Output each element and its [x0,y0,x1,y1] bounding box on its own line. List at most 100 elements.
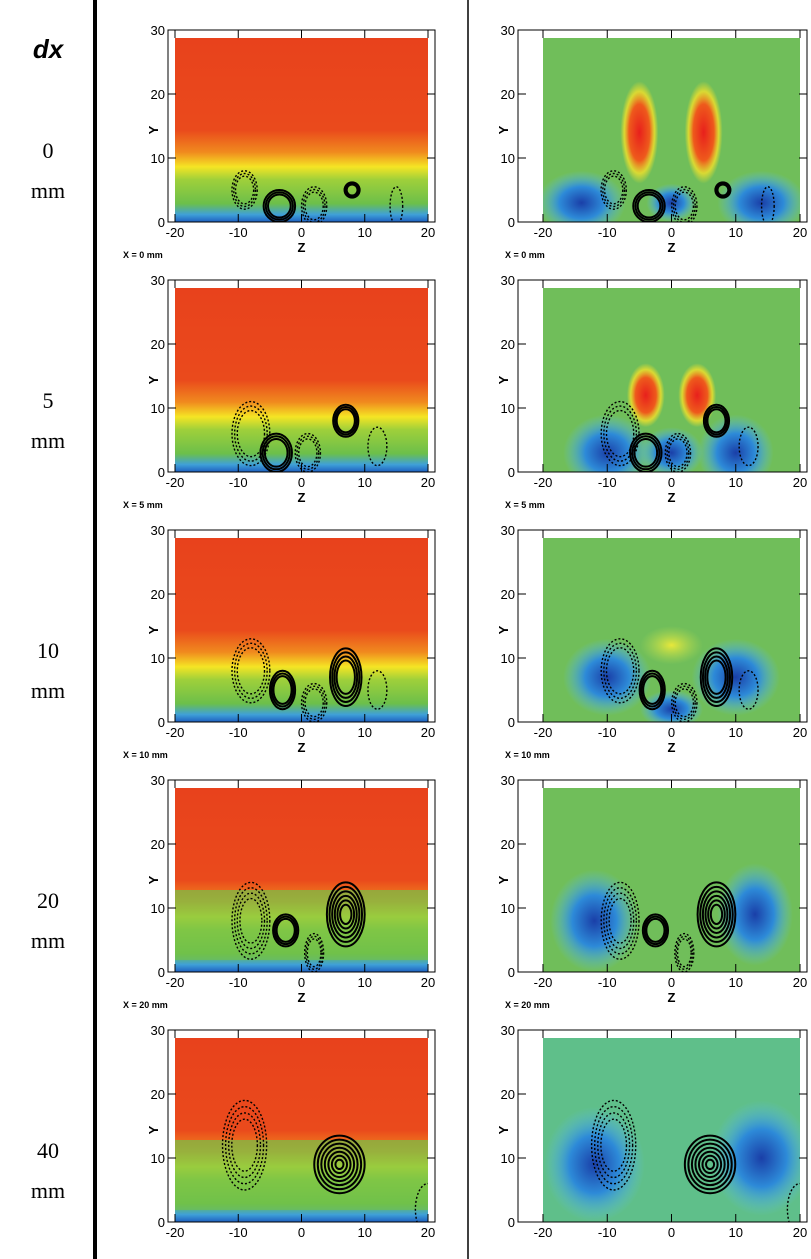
contour [334,1158,345,1171]
contour [706,408,727,434]
x-tick-label: -20 [166,725,185,740]
contour [296,435,320,471]
contour [632,189,666,222]
y-tick-label: 20 [151,87,165,102]
contour [275,917,296,943]
y-tick-label: 0 [508,965,515,980]
field-blob [620,81,659,184]
contour [629,432,663,472]
x-tick-label: 10 [729,725,743,740]
contour [236,647,266,695]
contour [325,881,366,948]
x-tick-label: -10 [598,1225,617,1240]
field [175,538,428,722]
contour [672,188,696,222]
row-unit: mm [31,1178,65,1203]
contour [273,915,298,946]
contour [699,647,734,707]
x-tick-label: 20 [793,225,807,240]
contour [272,913,300,948]
row-value: 20 [37,888,59,913]
y-axis-label: Y [146,875,161,884]
contour [668,438,688,468]
contour [671,682,698,722]
y-tick-label: 20 [151,837,165,852]
x-tick-label: 20 [421,1225,435,1240]
y-axis-label: Y [496,625,511,634]
y-tick-label: 0 [508,1215,515,1230]
axis-frame [517,1029,808,1223]
contour [603,405,638,462]
x-tick-label: 10 [358,725,372,740]
panel-note: X = 10 mm [505,750,550,760]
x-tick-label: -20 [534,225,553,240]
contour [600,1118,628,1172]
contour [233,405,268,462]
y-tick-label: 10 [501,1151,515,1166]
x-tick-label: -20 [534,975,553,990]
panel: 0 10 20 30 -20 -10 0 10 20 Y Z X = 10 mm [123,523,436,760]
contour [264,191,294,221]
contour [224,1105,265,1185]
y-axis-label: Y [496,125,511,134]
field-band [175,890,428,960]
contour [336,899,356,930]
y-axis-label: Y [146,1125,161,1134]
contour [694,1146,726,1183]
contour [333,894,358,934]
y-tick-label: 20 [151,587,165,602]
x-tick-label: 10 [358,475,372,490]
x-tick-label: 20 [421,975,435,990]
contour [316,1138,363,1191]
contour [344,182,360,198]
contour [714,181,732,199]
contour [367,670,388,710]
contour [642,675,663,705]
contour [367,426,388,467]
panel-note: X = 10 mm [123,750,168,760]
x-tick-label: 0 [298,975,305,990]
x-tick-label: -10 [229,225,248,240]
x-axis-label: Z [298,990,306,1005]
contour [631,435,661,471]
contour [641,913,670,948]
y-tick-label: 10 [501,901,515,916]
axis-frame [517,529,808,723]
panel-note: X = 0 mm [505,250,545,260]
y-tick-label: 10 [151,151,165,166]
contour [330,1154,349,1175]
contour [234,175,255,205]
field-band [175,1140,428,1210]
x-tick-label: -10 [229,725,248,740]
field-blob [550,869,639,972]
x-tick-label: 20 [421,475,435,490]
contour [231,400,271,467]
plot-area [543,788,800,972]
contour [643,915,668,946]
y-tick-label: 10 [501,651,515,666]
contour [268,669,297,711]
contour [760,186,775,222]
panel: 0 10 20 30 -20 -10 0 10 20 Y Z X = 0 mm [496,23,808,260]
x-axis-label: Z [298,490,306,505]
y-tick-label: 0 [508,465,515,480]
contour [339,903,353,925]
field-blob [543,170,626,222]
y-tick-label: 0 [158,215,165,230]
contour [738,670,759,710]
contour [300,186,328,222]
contour [699,885,734,943]
panel: 0 10 20 30 -20 -10 0 10 20 Y Z X = 20 mm [123,773,436,1010]
x-tick-label: -20 [534,725,553,740]
contour [687,1138,733,1191]
axis-frame [517,279,808,473]
contour [671,186,698,222]
contour [603,175,624,205]
x-axis-label: Z [298,240,306,255]
x-tick-label: 0 [668,725,675,740]
x-tick-label: 20 [421,225,435,240]
panel: 0 10 20 30 -20 -10 0 10 20 Y Z X = 10 mm [496,523,808,760]
y-tick-label: 30 [151,523,165,538]
x-tick-label: -20 [534,475,553,490]
contour [231,170,258,210]
